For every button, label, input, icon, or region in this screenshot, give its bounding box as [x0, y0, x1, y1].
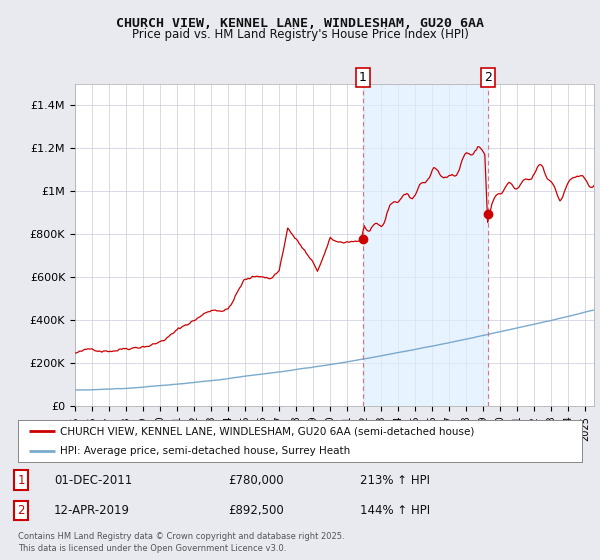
Text: 1: 1 [359, 71, 367, 84]
Text: 1: 1 [17, 474, 25, 487]
Text: 01-DEC-2011: 01-DEC-2011 [54, 474, 132, 487]
Text: 213% ↑ HPI: 213% ↑ HPI [360, 474, 430, 487]
Text: £892,500: £892,500 [228, 504, 284, 517]
Bar [363, 84, 488, 406]
Text: 12-APR-2019: 12-APR-2019 [54, 504, 130, 517]
Text: Contains HM Land Registry data © Crown copyright and database right 2025.
This d: Contains HM Land Registry data © Crown c… [18, 533, 344, 553]
Text: 144% ↑ HPI: 144% ↑ HPI [360, 504, 430, 517]
Text: £780,000: £780,000 [228, 474, 284, 487]
Text: Price paid vs. HM Land Registry's House Price Index (HPI): Price paid vs. HM Land Registry's House … [131, 28, 469, 41]
Text: CHURCH VIEW, KENNEL LANE, WINDLESHAM, GU20 6AA (semi-detached house): CHURCH VIEW, KENNEL LANE, WINDLESHAM, GU… [60, 426, 475, 436]
Text: 2: 2 [17, 504, 25, 517]
Text: HPI: Average price, semi-detached house, Surrey Heath: HPI: Average price, semi-detached house,… [60, 446, 350, 456]
Text: 2: 2 [484, 71, 492, 84]
Text: CHURCH VIEW, KENNEL LANE, WINDLESHAM, GU20 6AA: CHURCH VIEW, KENNEL LANE, WINDLESHAM, GU… [116, 17, 484, 30]
